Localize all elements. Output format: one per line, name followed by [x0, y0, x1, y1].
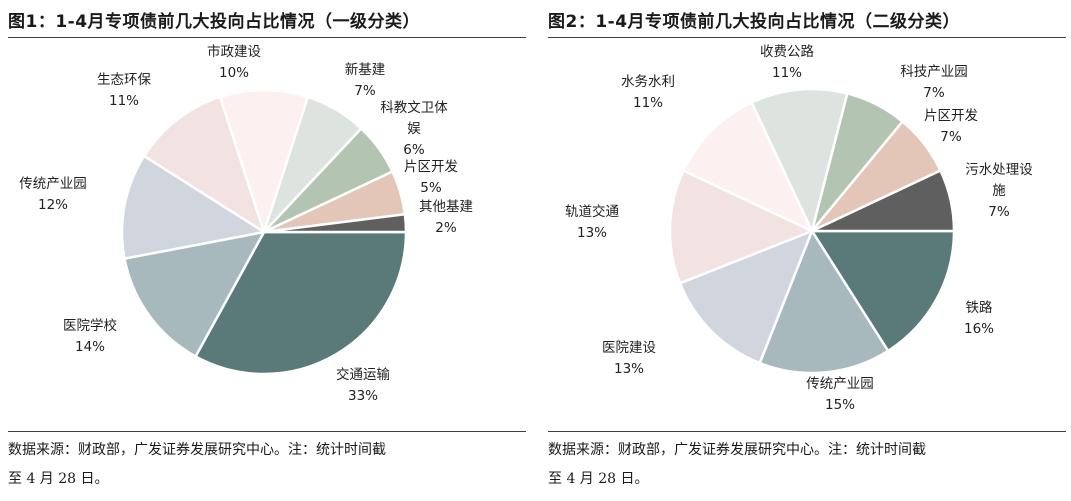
- pie-slice: [262, 212, 408, 234]
- slice-label: 医院学校 14%: [63, 317, 117, 355]
- slice-name: 传统产业园: [19, 176, 87, 192]
- slice-label: 轨道交通 13%: [565, 203, 619, 241]
- source-divider: [548, 431, 1066, 432]
- slice-value: 11%: [633, 95, 663, 111]
- slice-name: 其他基建: [419, 198, 473, 215]
- chart-panel-1: 图1：1-4月专项债前几大投向占比情况（一级分类） 交通运输 33% 医院学校 14%…: [8, 0, 526, 501]
- slice-value: 5%: [420, 180, 442, 196]
- slice-name: 片区开发: [924, 108, 978, 124]
- slice-name: 医院建设: [602, 340, 656, 356]
- source-line: 数据来源：财政部，广发证券发展研究中心。注：统计时间截: [548, 442, 926, 458]
- slice-name: 娱: [407, 121, 421, 137]
- slice-value: 2%: [435, 220, 457, 236]
- slice-label: 交通运输 33%: [336, 366, 390, 404]
- slice-name: 市政建设: [207, 43, 261, 60]
- slice-label: 新基建 7%: [345, 61, 386, 99]
- pie-slice: [142, 95, 266, 234]
- slice-name: 水务水利: [621, 74, 675, 90]
- source-line: 至 4 月 28 日。: [8, 471, 109, 487]
- source-line: 至 4 月 28 日。: [548, 471, 649, 487]
- slice-label: 医院建设 13%: [602, 340, 656, 377]
- slice-name: 新基建: [345, 61, 386, 78]
- pie-slice: [218, 88, 310, 234]
- pie-slice: [682, 101, 814, 233]
- slice-label: 水务水利 11%: [621, 74, 675, 111]
- slice-label: 科教文卫体娱 6%: [380, 100, 448, 158]
- slice-name: 科技产业园: [900, 64, 968, 80]
- slice-value: 10%: [219, 65, 249, 81]
- slice-label: 铁路 16%: [964, 300, 994, 337]
- slice-value: 15%: [825, 397, 855, 413]
- slice-label: 片区开发 7%: [924, 108, 978, 145]
- pie-chart-2: 铁路 16% 传统产业园 15% 医院建设 13% 轨道交通 13% 水务水利 11% 收费公路 11…: [565, 44, 1033, 413]
- slice-value: 11%: [772, 65, 802, 81]
- slice-name: 收费公路: [760, 44, 814, 60]
- slice-name: 交通运输: [336, 366, 390, 383]
- slice-value: 6%: [403, 142, 425, 158]
- slice-name: 片区开发: [404, 159, 458, 175]
- slice-value: 7%: [923, 85, 945, 101]
- pie-slice: [668, 169, 814, 285]
- slice-name: 铁路: [966, 300, 994, 316]
- slice-name: 轨道交通: [565, 203, 619, 220]
- slice-name: 科教文卫体: [380, 100, 448, 116]
- slice-name: 施: [992, 183, 1006, 199]
- slice-value: 7%: [940, 129, 962, 145]
- pie-slice: [810, 229, 956, 353]
- slice-value: 12%: [38, 197, 68, 213]
- pie-slice: [678, 229, 814, 365]
- pie-slice: [758, 229, 890, 375]
- slice-name: 生态环保: [97, 72, 151, 88]
- slice-label: 市政建设 10%: [207, 43, 261, 81]
- slice-value: 16%: [964, 321, 994, 337]
- slice-value: 7%: [988, 204, 1010, 220]
- source-line: 数据来源：财政部，广发证券发展研究中心。注：统计时间截: [8, 442, 386, 458]
- title-divider: [548, 37, 1066, 38]
- title-divider: [8, 37, 526, 38]
- slice-label: 传统产业园 12%: [19, 176, 87, 213]
- source-note: 数据来源：财政部，广发证券发展研究中心。注：统计时间截 至 4 月 28 日。: [548, 436, 1066, 494]
- slice-value: 33%: [348, 388, 378, 404]
- pie-chart-1: 交通运输 33% 医院学校 14% 传统产业园 12% 生态环保 11% 市政建设 10% 新基建 7…: [19, 43, 473, 404]
- slice-value: 13%: [577, 225, 607, 241]
- slice-value: 11%: [109, 93, 139, 109]
- pie-slice: [194, 230, 408, 376]
- pie-slice: [123, 230, 266, 358]
- slice-name: 医院学校: [63, 317, 117, 334]
- chart-panel-2: 图2：1-4月专项债前几大投向占比情况（二级分类） 铁路 16% 传统产业园 15% 医…: [548, 0, 1066, 501]
- chart-title: 图1：1-4月专项债前几大投向占比情况（一级分类）: [8, 12, 421, 32]
- slice-label: 其他基建 2%: [419, 198, 473, 236]
- chart-title: 图2：1-4月专项债前几大投向占比情况（二级分类）: [548, 12, 961, 32]
- slice-label: 传统产业园 15%: [806, 376, 874, 413]
- slice-label: 片区开发 5%: [404, 159, 458, 196]
- slice-label: 收费公路 11%: [760, 44, 814, 81]
- slice-label: 生态环保 11%: [97, 72, 151, 109]
- slice-name: 污水处理设: [965, 162, 1033, 178]
- source-divider: [8, 431, 526, 432]
- source-note: 数据来源：财政部，广发证券发展研究中心。注：统计时间截 至 4 月 28 日。: [8, 436, 526, 494]
- slice-value: 7%: [354, 83, 376, 99]
- pie-slice: [120, 154, 266, 260]
- pie-slice: [810, 169, 956, 233]
- pie-slice: [750, 87, 849, 233]
- slice-label: 污水处理设施 7%: [965, 162, 1033, 220]
- slice-name: 传统产业园: [806, 376, 874, 392]
- slice-value: 14%: [75, 339, 105, 355]
- slice-label: 科技产业园 7%: [900, 64, 968, 101]
- slice-value: 13%: [614, 361, 644, 377]
